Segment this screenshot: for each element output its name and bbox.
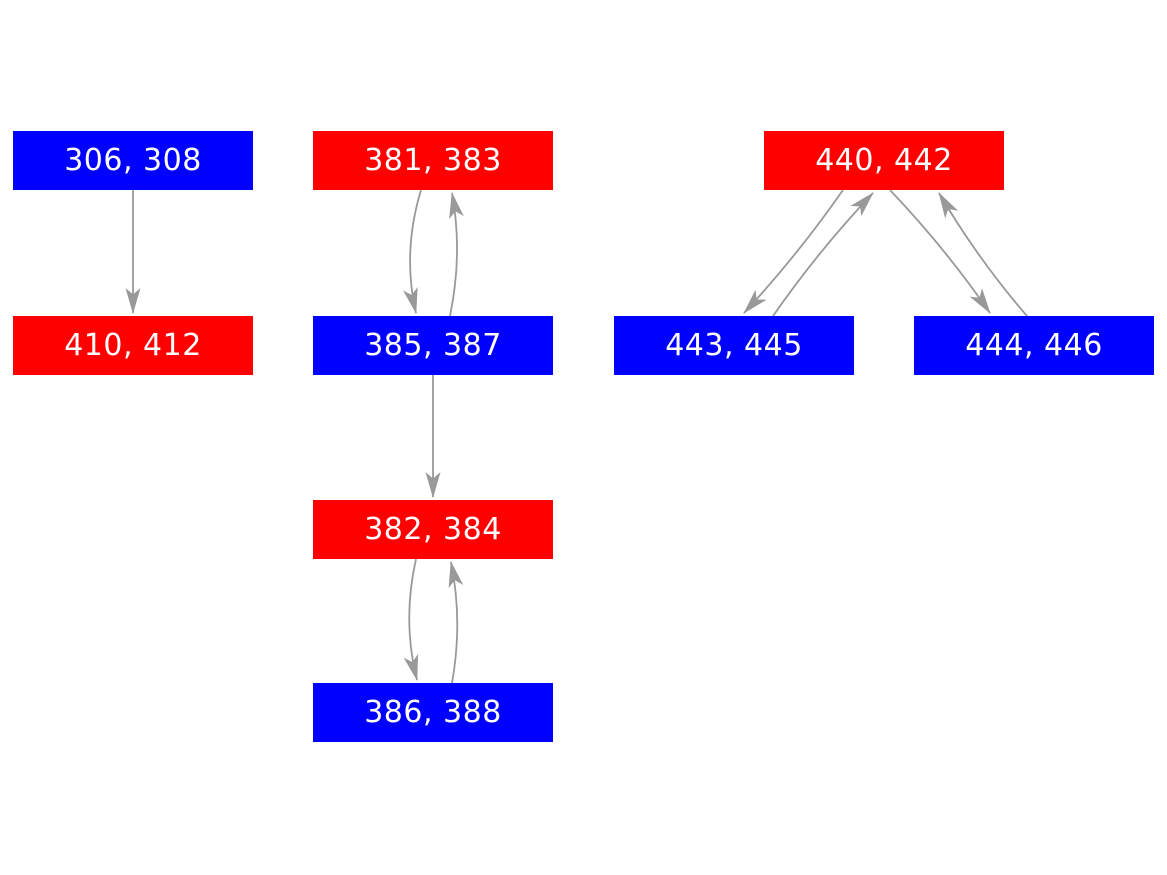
node-label: 410, 412 (64, 327, 202, 363)
node-label: 381, 383 (364, 142, 502, 178)
edge-443-445-to-440-442 (772, 192, 874, 317)
node-label: 306, 308 (64, 142, 202, 178)
node-386-388: 386, 388 (313, 683, 553, 742)
node-label: 385, 387 (364, 327, 502, 363)
edge-group (125, 189, 1028, 684)
node-444-446: 444, 446 (914, 316, 1154, 375)
edge-382-384-to-386-388 (403, 558, 419, 681)
edge-440-442-to-443-445 (743, 189, 844, 314)
edge-381-383-to-385-387 (403, 189, 422, 314)
node-385-387: 385, 387 (313, 316, 553, 375)
node-440-442: 440, 442 (764, 131, 1004, 190)
node-382-384: 382, 384 (313, 500, 553, 559)
node-410-412: 410, 412 (13, 316, 253, 375)
node-label: 386, 388 (364, 694, 502, 730)
node-306-308: 306, 308 (13, 131, 253, 190)
node-label: 382, 384 (364, 511, 502, 547)
edge-444-446-to-440-442 (938, 192, 1028, 317)
node-label: 443, 445 (665, 327, 803, 363)
node-label: 440, 442 (815, 142, 953, 178)
edge-385-387-to-381-383 (449, 192, 464, 317)
node-443-445: 443, 445 (614, 316, 854, 375)
node-label: 444, 446 (965, 327, 1103, 363)
edge-386-388-to-382-384 (448, 561, 464, 684)
edge-440-442-to-444-446 (889, 189, 991, 314)
node-381-383: 381, 383 (313, 131, 553, 190)
